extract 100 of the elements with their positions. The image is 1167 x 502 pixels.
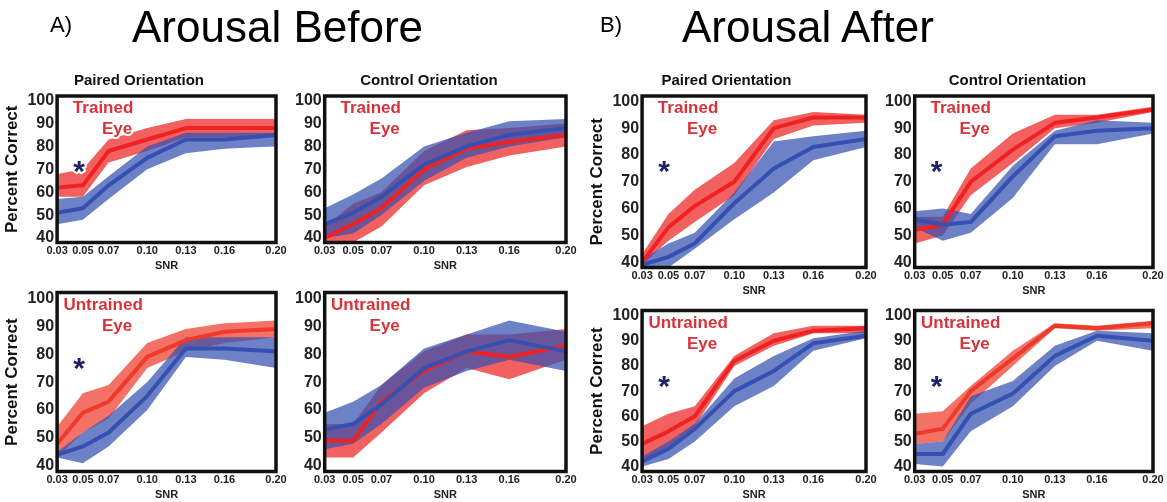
x-tick-label: 0.07 xyxy=(370,244,393,257)
y-tick-label: 100 xyxy=(884,91,912,109)
annotation: Untrained Eye xyxy=(63,294,143,335)
x-tick-label: 0.03 xyxy=(903,269,926,282)
y-tick-label: 100 xyxy=(612,91,640,109)
y-tick-label: 60 xyxy=(893,406,912,424)
annotation: Untrained Eye xyxy=(331,294,411,335)
x-tick-label: 0.05 xyxy=(657,269,680,282)
x-tick-label: 0.16 xyxy=(802,269,825,282)
x-tick-label: 0.05 xyxy=(72,473,94,486)
y-tick-label: 40 xyxy=(893,456,912,474)
y-tick-label: 90 xyxy=(36,316,55,334)
x-tick-label: 0.07 xyxy=(97,473,120,486)
x-tick-label: 0.07 xyxy=(960,473,982,486)
y-axis-title: Percent Correct xyxy=(1,317,21,446)
y-tick-label: 90 xyxy=(621,118,640,136)
annotation: Untrained Eye xyxy=(648,312,728,353)
x-tick-label: 0.03 xyxy=(631,269,653,282)
x-tick-label: 0.13 xyxy=(175,244,197,257)
x-axis-title: SNR xyxy=(1022,284,1046,297)
x-tick-label: 0.20 xyxy=(555,473,577,486)
chart-title: Control Orientation xyxy=(948,71,1087,89)
y-tick-label: 80 xyxy=(621,356,640,374)
y-tick-label: 80 xyxy=(621,145,640,163)
y-tick-label: 70 xyxy=(303,372,322,390)
annotation: Trained Eye xyxy=(340,98,401,139)
y-tick-label: 40 xyxy=(303,228,322,246)
y-tick-label: 70 xyxy=(303,159,322,177)
y-tick-label: 50 xyxy=(303,428,322,446)
x-tick-label: 0.07 xyxy=(684,269,706,282)
x-tick-label: 0.10 xyxy=(723,269,745,282)
text: Arousal After xyxy=(682,2,934,52)
annotation: * xyxy=(930,368,943,402)
x-axis-title: SNR xyxy=(1022,488,1046,501)
x-tick-label: 0.10 xyxy=(136,244,158,257)
y-tick-label: 100 xyxy=(27,288,55,306)
x-tick-label: 0.07 xyxy=(684,473,706,486)
annotation: Trained Eye xyxy=(657,98,719,139)
x-tick-label: 0.20 xyxy=(265,473,287,486)
x-tick-label: 0.07 xyxy=(960,269,982,282)
x-tick-label: 0.16 xyxy=(1086,473,1108,486)
annotation: * xyxy=(658,368,671,402)
y-tick-label: 80 xyxy=(303,136,322,154)
y-tick-label: 50 xyxy=(621,225,640,243)
annotation: Trained Eye xyxy=(930,98,991,139)
x-tick-label: 0.16 xyxy=(498,473,520,486)
y-tick-label: 50 xyxy=(621,431,640,449)
x-tick-label: 0.13 xyxy=(763,269,785,282)
y-tick-label: 50 xyxy=(303,205,322,223)
x-tick-label: 0.13 xyxy=(763,473,785,486)
x-tick-label: 0.05 xyxy=(342,244,364,257)
x-tick-label: 0.20 xyxy=(555,244,577,257)
x-tick-label: 0.13 xyxy=(1044,473,1066,486)
y-tick-label: 70 xyxy=(36,372,55,390)
x-axis-title: SNR xyxy=(154,488,179,501)
y-tick-label: 70 xyxy=(893,381,912,399)
y-tick-label: 60 xyxy=(621,199,640,217)
y-tick-label: 70 xyxy=(893,172,912,190)
x-tick-label: 0.20 xyxy=(1142,473,1164,486)
y-tick-label: 90 xyxy=(893,118,912,136)
x-tick-label: 0.13 xyxy=(1044,269,1066,282)
y-axis-title: Percent Correct xyxy=(1,105,21,234)
annotation: * xyxy=(930,154,943,188)
y-tick-label: 90 xyxy=(893,331,912,349)
x-tick-label: 0.16 xyxy=(213,244,236,257)
y-tick-label: 50 xyxy=(36,428,55,446)
y-tick-label: 40 xyxy=(36,228,55,246)
x-tick-label: 0.13 xyxy=(175,473,197,486)
y-tick-label: 60 xyxy=(621,406,640,424)
x-tick-label: 0.07 xyxy=(97,244,120,257)
x-tick-label: 0.05 xyxy=(932,269,954,282)
x-tick-label: 0.03 xyxy=(313,244,336,257)
x-tick-label: 0.20 xyxy=(265,244,287,257)
y-tick-label: 70 xyxy=(36,159,55,177)
y-tick-label: 90 xyxy=(36,113,55,131)
y-tick-label: 40 xyxy=(36,456,55,474)
y-tick-label: 80 xyxy=(893,356,912,374)
y-tick-label: 40 xyxy=(621,252,640,270)
x-tick-label: 0.07 xyxy=(370,473,393,486)
y-tick-label: 80 xyxy=(36,136,55,154)
chart-title: Paired Orientation xyxy=(661,71,792,89)
y-tick-label: 70 xyxy=(621,381,640,399)
text: B) xyxy=(600,12,622,38)
chart-title: Control Orientation xyxy=(360,71,498,89)
annotation: Untrained Eye xyxy=(921,312,1001,353)
x-tick-label: 0.16 xyxy=(213,473,236,486)
y-tick-label: 100 xyxy=(884,306,912,324)
y-tick-label: 100 xyxy=(612,306,640,324)
x-tick-label: 0.10 xyxy=(413,473,435,486)
y-tick-label: 40 xyxy=(893,252,912,270)
y-tick-label: 50 xyxy=(893,431,912,449)
x-tick-label: 0.05 xyxy=(932,473,954,486)
x-tick-label: 0.10 xyxy=(136,473,158,486)
x-axis-title: SNR xyxy=(742,284,766,297)
annotation: Trained Eye xyxy=(72,98,134,139)
y-axis-title: Percent Correct xyxy=(586,326,606,455)
x-tick-label: 0.16 xyxy=(802,473,825,486)
x-tick-label: 0.20 xyxy=(855,269,877,282)
x-tick-label: 0.10 xyxy=(1002,269,1024,282)
y-tick-label: 50 xyxy=(893,225,912,243)
